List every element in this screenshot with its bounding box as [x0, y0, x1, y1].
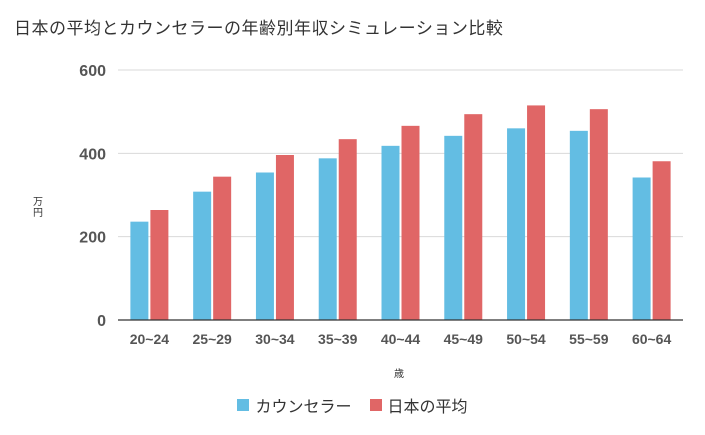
bar-japan-average-5 — [464, 114, 483, 321]
legend-swatch-japan-average — [369, 399, 382, 411]
y-tick-label: 0 — [97, 313, 106, 330]
x-tick-label: 50~54 — [506, 331, 546, 347]
x-tick-label: 45~49 — [444, 331, 484, 347]
legend-swatch-counselor — [237, 399, 250, 411]
legend: カウンセラー 日本の平均 — [0, 393, 705, 417]
x-tick-label: 35~39 — [318, 331, 358, 347]
y-axis-label: 万円 — [33, 197, 43, 219]
y-tick-label: 200 — [79, 230, 106, 247]
x-axis-label: 歳 — [394, 368, 404, 380]
x-tick-label: 55~59 — [569, 331, 609, 347]
y-tick-labels: 0 200 400 600 — [79, 63, 106, 330]
legend-item-japan-average: 日本の平均 — [369, 393, 468, 417]
bar-counselor-7 — [569, 130, 588, 320]
bar-japan-average-1 — [213, 176, 232, 320]
x-tick-label: 60~64 — [632, 331, 672, 347]
legend-item-counselor: カウンセラー — [237, 393, 352, 417]
bar-counselor-4 — [381, 145, 400, 320]
bar-japan-average-4 — [401, 125, 420, 320]
bar-japan-average-3 — [338, 139, 357, 320]
bar-counselor-1 — [193, 191, 212, 320]
bar-japan-average-2 — [275, 155, 294, 320]
x-tick-label: 20~24 — [130, 331, 170, 347]
x-tick-label: 40~44 — [381, 331, 421, 347]
y-tick-label: 600 — [79, 63, 106, 80]
chart-title: 日本の平均とカウンセラーの年齢別年収シミュレーション比較 — [14, 19, 504, 39]
bar-counselor-3 — [318, 158, 337, 320]
y-tick-label: 400 — [79, 146, 106, 163]
legend-label-japan-average: 日本の平均 — [387, 397, 468, 416]
bar-japan-average-6 — [527, 105, 546, 321]
bar-counselor-6 — [507, 128, 526, 320]
bar-japan-average-7 — [589, 109, 608, 321]
bar-counselor-8 — [632, 177, 651, 320]
x-tick-label: 30~34 — [255, 331, 295, 347]
bars — [130, 105, 671, 321]
bar-counselor-5 — [444, 135, 463, 320]
x-tick-labels: 20~24 25~29 30~34 35~39 40~44 45~49 50~54 55~59… — [130, 331, 672, 347]
x-tick-label: 25~29 — [193, 331, 233, 347]
bar-japan-average-0 — [150, 210, 169, 320]
bar-counselor-2 — [255, 172, 274, 320]
bar-counselor-0 — [130, 221, 149, 320]
bar-japan-average-8 — [652, 161, 671, 320]
legend-label-counselor: カウンセラー — [255, 397, 352, 416]
gridlines — [118, 69, 683, 238]
